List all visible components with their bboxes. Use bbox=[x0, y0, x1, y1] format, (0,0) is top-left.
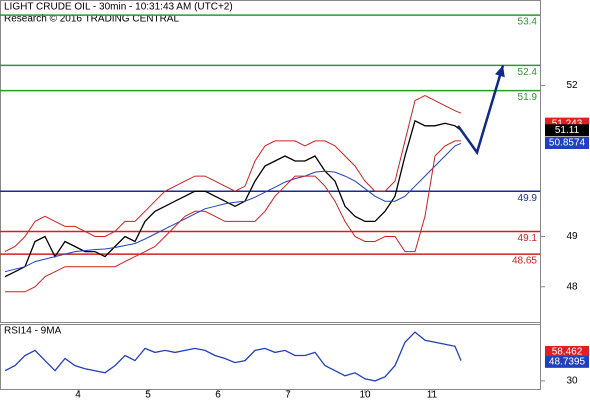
price-label: 58.462 bbox=[552, 347, 583, 358]
price-label: 48.7395 bbox=[549, 356, 586, 367]
price-label-box bbox=[545, 124, 589, 137]
series-line bbox=[4, 331, 462, 382]
y-tick-label: 30 bbox=[566, 376, 578, 387]
x-tick-label: 4 bbox=[75, 390, 81, 400]
price-label-box bbox=[545, 355, 589, 368]
arrow-head bbox=[495, 65, 505, 78]
price-label-box bbox=[545, 345, 589, 358]
price-label-box bbox=[545, 137, 589, 150]
series-line bbox=[4, 119, 462, 278]
level-label: 49.1 bbox=[518, 233, 538, 244]
price-label: 50.8574 bbox=[549, 138, 586, 149]
series-line bbox=[4, 95, 462, 253]
x-tick-label: 7 bbox=[285, 390, 291, 400]
x-tick-label: 6 bbox=[215, 390, 221, 400]
price-panel bbox=[0, 0, 541, 323]
rsi-title: RSI14 - 9MA bbox=[4, 326, 62, 337]
price-label: 51.243 bbox=[552, 118, 583, 129]
series-line bbox=[5, 140, 461, 293]
price-label: 51.11 bbox=[555, 125, 580, 136]
y-tick-label: 48 bbox=[566, 281, 578, 292]
x-tick-label: 11 bbox=[427, 390, 438, 400]
y-tick-label: 49 bbox=[566, 231, 578, 242]
y-tick-label: 52 bbox=[566, 80, 578, 91]
forecast-arrow bbox=[456, 65, 505, 156]
x-tick-label: 5 bbox=[145, 390, 151, 400]
series-line bbox=[4, 142, 462, 273]
x-tick-label: 10 bbox=[359, 390, 371, 400]
level-label: 48.65 bbox=[512, 256, 537, 267]
chart-subtitle: Research © 2016 TRADING CENTRAL bbox=[4, 14, 179, 25]
level-label: 51.9 bbox=[518, 92, 538, 103]
level-label: 49.9 bbox=[518, 193, 538, 204]
level-label: 53.4 bbox=[518, 17, 538, 28]
level-label: 52.4 bbox=[518, 67, 538, 78]
chart-title: LIGHT CRUDE OIL - 30min - 10:31:43 AM (U… bbox=[4, 2, 233, 13]
